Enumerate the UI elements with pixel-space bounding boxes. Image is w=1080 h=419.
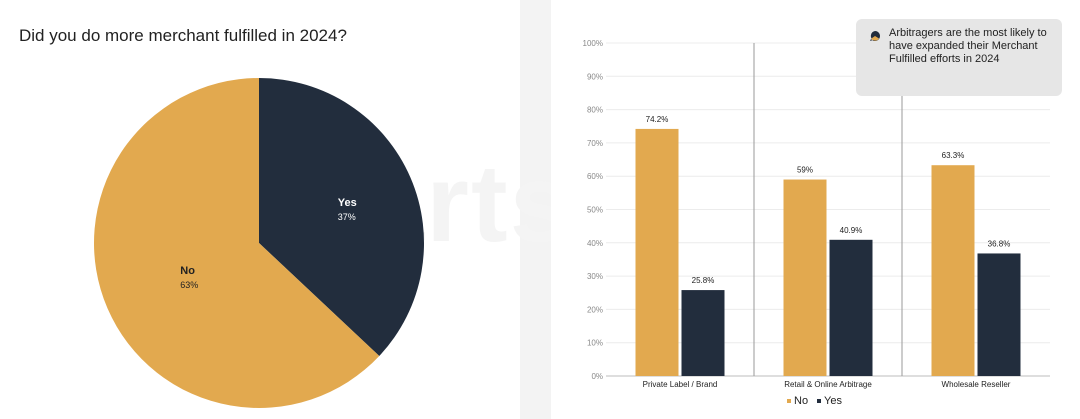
y-tick-label: 20% (587, 305, 603, 314)
pie-slice-no (93, 78, 380, 409)
bar-yes-3 (977, 253, 1021, 376)
y-tick-label: 10% (587, 339, 603, 348)
y-tick-label: 90% (587, 72, 603, 81)
legend-label-yes: Yes (824, 395, 842, 407)
y-tick-label: 80% (587, 106, 603, 115)
y-tick-label: 100% (583, 39, 603, 48)
y-tick-label: 0% (591, 372, 603, 381)
bar-data-label: 63.3% (942, 151, 965, 160)
bar-yes-2 (829, 239, 873, 376)
insight-callout: Arbitragers are the most likely to have … (856, 19, 1062, 96)
bar-data-label: 36.8% (988, 239, 1011, 248)
bar-data-label: 59% (797, 166, 813, 175)
bar-data-label: 25.8% (692, 276, 715, 285)
pie-label-yes: Yes (338, 197, 357, 209)
y-tick-label: 70% (587, 139, 603, 148)
x-tick-label: Retail & Online Arbitrage (784, 380, 872, 389)
pie-title: Did you do more merchant fulfilled in 20… (19, 26, 347, 45)
bar-no-2 (783, 179, 827, 376)
speech-bubble-icon (870, 31, 880, 41)
pie-chart: Yes 37% No 63% (93, 78, 424, 409)
legend-swatch-no (787, 399, 791, 403)
x-tick-label: Wholesale Reseller (942, 380, 1011, 389)
pie-value-yes: 37% (338, 212, 356, 222)
callout-text: Arbitragers are the most likely to have … (889, 27, 1047, 65)
pie-value-no: 63% (180, 280, 198, 290)
bar-chart: 0% 10% 20% 30% 40% 50% 60% 70% 80% 90% 100% 74.2% 25… (583, 39, 1050, 407)
bar-data-label: 74.2% (646, 115, 669, 124)
bar-no-1 (635, 128, 679, 376)
legend-label-no: No (794, 395, 808, 407)
y-tick-label: 40% (587, 239, 603, 248)
pie-slice-yes (259, 78, 424, 356)
x-tick-label: Private Label / Brand (643, 380, 718, 389)
bar-no-3 (931, 165, 975, 376)
y-tick-label: 60% (587, 172, 603, 181)
y-tick-label: 50% (587, 206, 603, 215)
bar-data-label: 40.9% (840, 226, 863, 235)
bar-panel: 0% 10% 20% 30% 40% 50% 60% 70% 80% 90% 100% 74.2% 25… (551, 0, 1080, 419)
pie-label-no: No (180, 265, 195, 277)
pie-panel: smartscout Did you do more merchant fulf… (0, 0, 811, 419)
y-tick-label: 30% (587, 272, 603, 281)
bar-yes-1 (681, 290, 725, 376)
legend-swatch-yes (817, 399, 821, 403)
